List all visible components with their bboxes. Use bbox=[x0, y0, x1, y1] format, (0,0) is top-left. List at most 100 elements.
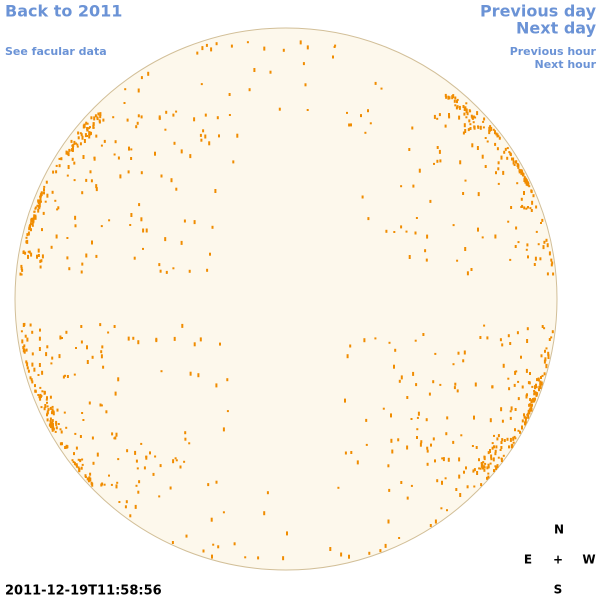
facula-dot bbox=[481, 466, 484, 469]
facula-dot bbox=[462, 105, 465, 108]
facula-dot bbox=[282, 48, 285, 52]
facula-dot bbox=[506, 147, 509, 150]
facula-dot bbox=[479, 336, 482, 339]
facula-dot bbox=[510, 444, 513, 449]
facula-dot bbox=[509, 416, 512, 420]
facula-dot bbox=[96, 116, 99, 120]
facula-dot bbox=[364, 131, 367, 134]
facula-dot bbox=[452, 224, 455, 227]
facula-dot bbox=[509, 342, 512, 345]
facula-dot bbox=[537, 378, 540, 382]
facula-dot bbox=[145, 455, 148, 458]
next-hour-link[interactable]: Next hour bbox=[535, 58, 597, 71]
facula-dot bbox=[60, 430, 63, 434]
facula-dot bbox=[530, 190, 533, 194]
facula-dot bbox=[491, 385, 494, 389]
facula-dot bbox=[118, 501, 121, 503]
facula-dot bbox=[439, 159, 442, 163]
facula-dot bbox=[474, 382, 477, 387]
facula-dot bbox=[438, 113, 441, 117]
facula-dot bbox=[52, 423, 54, 428]
facular-link[interactable]: See facular data bbox=[5, 45, 107, 58]
facula-dot bbox=[81, 191, 84, 195]
facula-dot bbox=[473, 468, 476, 472]
facula-dot bbox=[246, 41, 249, 44]
next-day-link[interactable]: Next day bbox=[516, 19, 597, 38]
facula-dot bbox=[350, 123, 352, 127]
facula-dot bbox=[211, 225, 214, 229]
facula-dot bbox=[80, 340, 83, 344]
facula-dot bbox=[500, 446, 503, 449]
facula-dot bbox=[472, 470, 475, 473]
facula-dot bbox=[46, 345, 49, 349]
facula-dot bbox=[75, 446, 78, 450]
facula-dot bbox=[83, 124, 86, 129]
facula-dot bbox=[374, 81, 377, 85]
facula-dot bbox=[199, 337, 202, 342]
facula-dot bbox=[51, 421, 54, 425]
facula-dot bbox=[434, 519, 437, 524]
facula-dot bbox=[34, 206, 37, 209]
facula-dot bbox=[45, 398, 48, 401]
facula-dot bbox=[60, 157, 63, 161]
facula-dot bbox=[73, 373, 76, 376]
facula-dot bbox=[460, 434, 463, 437]
facula-dot bbox=[487, 463, 490, 466]
facula-dot bbox=[506, 437, 509, 441]
facula-dot bbox=[545, 238, 548, 242]
facula-dot bbox=[137, 114, 140, 118]
previous-day-link[interactable]: Previous day bbox=[480, 2, 597, 21]
facula-dot bbox=[172, 113, 175, 117]
facula-dot bbox=[43, 185, 46, 188]
facula-dot bbox=[512, 441, 515, 444]
facula-dot bbox=[535, 383, 537, 388]
facula-dot bbox=[37, 374, 40, 376]
facula-dot bbox=[526, 339, 529, 343]
facula-dot bbox=[74, 215, 77, 220]
facula-dot bbox=[543, 359, 546, 364]
facula-dot bbox=[88, 131, 91, 136]
facula-dot bbox=[39, 259, 42, 263]
facula-dot bbox=[406, 445, 409, 450]
facula-dot bbox=[412, 184, 415, 188]
facula-dot bbox=[456, 100, 458, 104]
facula-dot bbox=[446, 509, 448, 512]
facula-dot bbox=[132, 336, 135, 340]
facula-dot bbox=[516, 331, 519, 335]
facula-dot bbox=[530, 404, 533, 409]
facula-dot bbox=[544, 349, 546, 353]
previous-hour-link[interactable]: Previous hour bbox=[510, 45, 597, 58]
back-link[interactable]: Back to 2011 bbox=[5, 2, 122, 21]
facula-dot bbox=[406, 396, 409, 399]
facula-dot bbox=[126, 118, 129, 122]
facula-dot bbox=[525, 207, 528, 210]
facula-dot bbox=[58, 354, 61, 359]
facula-dot bbox=[137, 490, 140, 494]
facula-dot bbox=[43, 188, 45, 192]
facula-dot bbox=[138, 203, 141, 207]
facula-dot bbox=[506, 156, 509, 160]
facula-dot bbox=[40, 395, 43, 397]
facula-dot bbox=[43, 191, 45, 195]
facula-dot bbox=[140, 171, 143, 175]
facula-dot bbox=[39, 328, 41, 332]
facula-dot bbox=[469, 123, 472, 126]
facula-dot bbox=[140, 76, 143, 80]
facula-dot bbox=[116, 481, 119, 484]
facula-dot bbox=[436, 479, 439, 483]
facula-dot bbox=[253, 68, 256, 72]
facula-dot bbox=[199, 133, 202, 137]
facula-dot bbox=[219, 342, 221, 346]
facula-dot bbox=[390, 413, 392, 418]
facula-dot bbox=[90, 179, 93, 183]
facula-dot bbox=[456, 98, 459, 101]
facula-dot bbox=[459, 160, 462, 165]
facula-dot bbox=[117, 377, 120, 382]
facula-dot bbox=[189, 371, 192, 376]
facula-dot bbox=[486, 336, 489, 340]
facula-dot bbox=[188, 269, 191, 273]
facula-dot bbox=[37, 199, 40, 203]
facula-dot bbox=[51, 411, 53, 415]
facula-dot bbox=[416, 428, 419, 431]
facula-dot bbox=[55, 170, 58, 174]
